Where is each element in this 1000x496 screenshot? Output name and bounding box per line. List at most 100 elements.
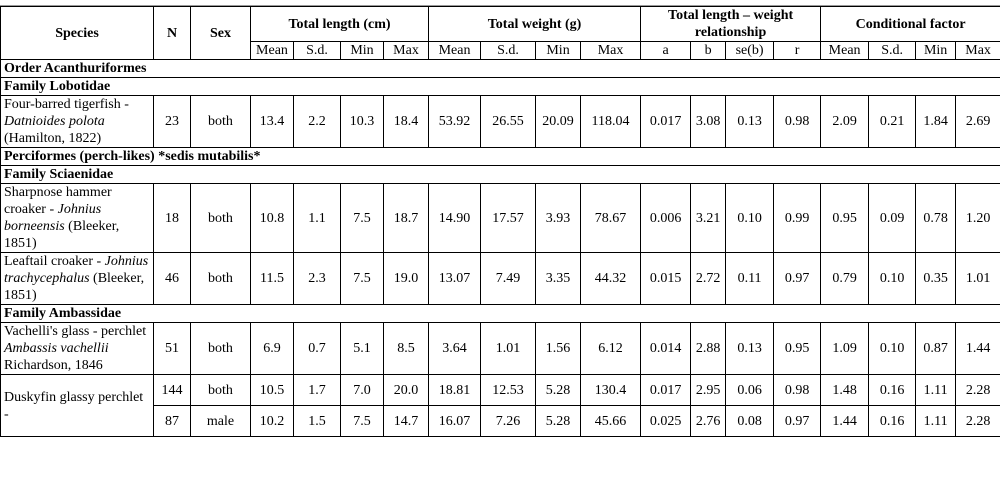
value-cell: 14.7 [382, 405, 430, 437]
sex-cell: male [190, 405, 251, 437]
section-row: Perciformes (perch-likes) *sedis mutabil… [0, 147, 1000, 166]
value-cell: 3.21 [690, 183, 727, 253]
data-table: Species N Sex Total length (cm) Total weight… [0, 6, 1000, 437]
value-cell: 0.35 [915, 252, 957, 305]
value-cell: 1.44 [820, 405, 870, 437]
value-cell: 10.3 [340, 95, 384, 148]
subheader-cell: b [690, 41, 727, 60]
value-cell: 2.09 [820, 95, 870, 148]
value-cell: 0.10 [868, 322, 917, 375]
value-cell: 1.20 [955, 183, 1000, 253]
value-cell: 118.04 [580, 95, 642, 148]
species-row: Leaftail croaker - Johnius trachycephalu… [0, 252, 1000, 305]
value-cell: 2.88 [690, 322, 727, 375]
subheader-cell: Max [580, 41, 642, 60]
sex-cell: both [190, 374, 251, 406]
value-cell: 0.95 [773, 322, 822, 375]
species-text: (Bleeker, 1851) [4, 271, 145, 303]
value-cell: 0.98 [773, 374, 822, 406]
value-cell: 18.7 [382, 183, 430, 253]
value-cell: 18.4 [382, 95, 430, 148]
species-text: (Hamilton, 1822) [4, 131, 102, 146]
value-cell: 11.5 [250, 252, 294, 305]
value-cell: 1.11 [915, 405, 957, 437]
n-cell: 144 [153, 374, 191, 406]
sex-cell: both [190, 95, 251, 148]
subheader-cell: Min [535, 41, 582, 60]
value-cell: 0.99 [773, 183, 822, 253]
species-text: (Bleeker, 1851) [4, 219, 120, 251]
value-cell: 2.76 [690, 405, 727, 437]
n-cell: 87 [153, 405, 191, 437]
species-text: Leaftail croaker - [4, 254, 102, 269]
value-cell: 13.4 [250, 95, 294, 148]
species-text: Duskyfin glassy perchlet - [4, 389, 144, 422]
value-cell: 0.09 [868, 183, 917, 253]
value-cell: 3.08 [690, 95, 727, 148]
n-cell: 51 [153, 322, 191, 375]
value-cell: 53.92 [428, 95, 482, 148]
value-cell: 7.5 [340, 405, 384, 437]
value-cell: 0.015 [640, 252, 692, 305]
value-cell: 130.4 [580, 374, 642, 406]
group-header: Total weight (g) [428, 6, 642, 42]
value-cell: 0.16 [868, 374, 917, 406]
value-cell: 0.97 [773, 252, 822, 305]
section-cell: Perciformes (perch-likes) *sedis mutabil… [0, 147, 1000, 166]
species-text: Richardson, 1846 [4, 358, 103, 373]
subheader-cell: Mean [428, 41, 482, 60]
scientific-name: Ambassis vachellii [4, 341, 109, 356]
value-cell: 0.017 [640, 95, 692, 148]
value-cell: 0.79 [820, 252, 870, 305]
value-cell: 0.025 [640, 405, 692, 437]
value-cell: 5.28 [535, 405, 582, 437]
value-cell: 0.11 [725, 252, 775, 305]
top-rule [0, 0, 1000, 6]
species-row: Vachelli's glass - perchlet Ambassis vac… [0, 322, 1000, 375]
group-header: Conditional factor [820, 6, 1000, 42]
sex-cell: both [190, 183, 251, 253]
subheader-cell: S.d. [480, 41, 537, 60]
value-cell: 16.07 [428, 405, 482, 437]
value-cell: 0.13 [725, 322, 775, 375]
value-cell: 7.26 [480, 405, 537, 437]
section-cell: Family Ambassidae [0, 304, 1000, 323]
value-cell: 0.017 [640, 374, 692, 406]
subheader-row: Mean S.d. Min Max Mean S.d. Min Max a b se(b) r Mean… [1, 41, 1000, 60]
value-cell: 7.5 [340, 252, 384, 305]
value-cell: 78.67 [580, 183, 642, 253]
subheader-cell: r [773, 41, 822, 60]
header-row: Species N Sex Total length (cm) Total weight… [0, 6, 1000, 60]
value-cell: 3.64 [428, 322, 482, 375]
n-cell: 23 [153, 95, 191, 148]
species-row: Four-barred tigerfish - Datnioides polot… [0, 95, 1000, 148]
value-cell: 0.10 [725, 183, 775, 253]
value-cell: 0.13 [725, 95, 775, 148]
value-cell: 19.0 [382, 252, 430, 305]
value-cell: 2.2 [293, 95, 341, 148]
subheader-cell: Max [382, 41, 430, 60]
value-cell: 14.90 [428, 183, 482, 253]
species-text: Sharpnose hammer croaker - [4, 185, 112, 217]
value-cell: 1.44 [955, 322, 1000, 375]
value-cell: 3.35 [535, 252, 582, 305]
value-cell: 0.06 [725, 374, 775, 406]
value-cell: 2.95 [690, 374, 727, 406]
n-cell: 46 [153, 252, 191, 305]
section-cell: Family Sciaenidae [0, 165, 1000, 184]
value-cell: 10.8 [250, 183, 294, 253]
value-cell: 0.7 [293, 322, 341, 375]
value-cell: 44.32 [580, 252, 642, 305]
subheader-cell: Mean [820, 41, 870, 60]
value-cell: 1.01 [480, 322, 537, 375]
species-row: Duskyfin glassy perchlet - 144 both 10.5 1.7… [0, 374, 1000, 437]
n-cell: 18 [153, 183, 191, 253]
value-cell: 1.7 [293, 374, 341, 406]
subheader-cell: Mean [250, 41, 294, 60]
value-cell: 10.5 [250, 374, 294, 406]
value-cell: 0.98 [773, 95, 822, 148]
value-cell: 1.1 [293, 183, 341, 253]
section-cell: Family Lobotidae [0, 77, 1000, 96]
value-cell: 2.69 [955, 95, 1000, 148]
